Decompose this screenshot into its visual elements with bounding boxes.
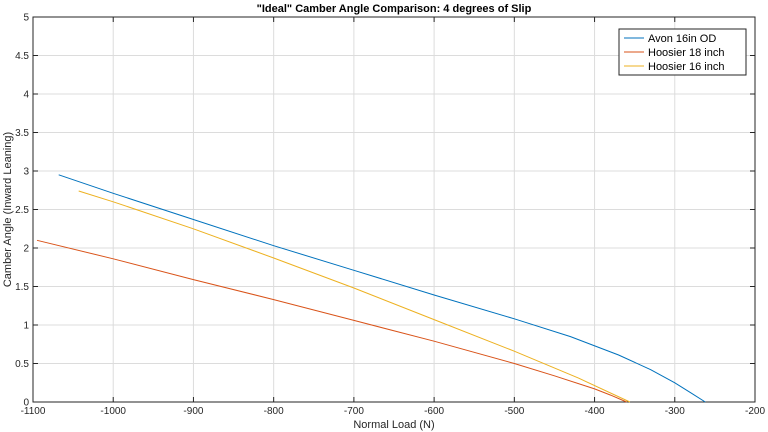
y-tick-label: 1 (23, 321, 29, 332)
y-tick-label: 1.5 (15, 282, 29, 293)
series-line-1 (36, 239, 627, 403)
y-tick-label: 4 (23, 90, 29, 101)
y-axis-label: Camber Angle (Inward Leaning) (2, 132, 14, 287)
x-tick-label: -700 (344, 406, 364, 417)
x-tick-label: -900 (183, 406, 203, 417)
x-tick-label: -600 (424, 406, 444, 417)
x-tick-label: -800 (264, 406, 284, 417)
chart-title: "Ideal" Camber Angle Comparison: 4 degre… (257, 3, 532, 15)
y-tick-label: 4.5 (15, 51, 29, 62)
legend: Avon 16in OD Hoosier 18 inch Hoosier 16 in… (618, 28, 747, 76)
series-lines (36, 174, 706, 403)
x-tick-label: -200 (745, 406, 765, 417)
series-line-0 (58, 174, 706, 403)
x-tick-label: -1100 (21, 406, 46, 417)
y-axis-ticks: 0 0.5 1 1.5 2 2.5 3 3.5 4 4.5 5 (15, 13, 755, 409)
y-tick-label: 2 (23, 244, 29, 255)
y-tick-label: 5 (23, 13, 29, 24)
y-tick-label: 0 (23, 398, 29, 409)
x-axis-label: Normal Load (N) (353, 419, 434, 431)
x-tick-label: -300 (665, 406, 685, 417)
x-tick-label: -1000 (100, 406, 126, 417)
grid (33, 17, 755, 402)
y-tick-label: 0.5 (15, 359, 29, 370)
x-tick-label: -500 (504, 406, 524, 417)
legend-label-2: Hoosier 16 inch (648, 61, 724, 73)
y-tick-label: 2.5 (15, 205, 29, 216)
y-tick-label: 3.5 (15, 128, 29, 139)
series-line-2 (78, 190, 631, 403)
x-tick-label: -400 (585, 406, 605, 417)
x-axis-ticks: -1100 -1000 -900 -800 -700 -600 -500 -400 -300 -2… (21, 17, 765, 417)
legend-label-1: Hoosier 18 inch (648, 47, 724, 59)
y-tick-label: 3 (23, 167, 29, 178)
legend-label-0: Avon 16in OD (648, 33, 716, 45)
